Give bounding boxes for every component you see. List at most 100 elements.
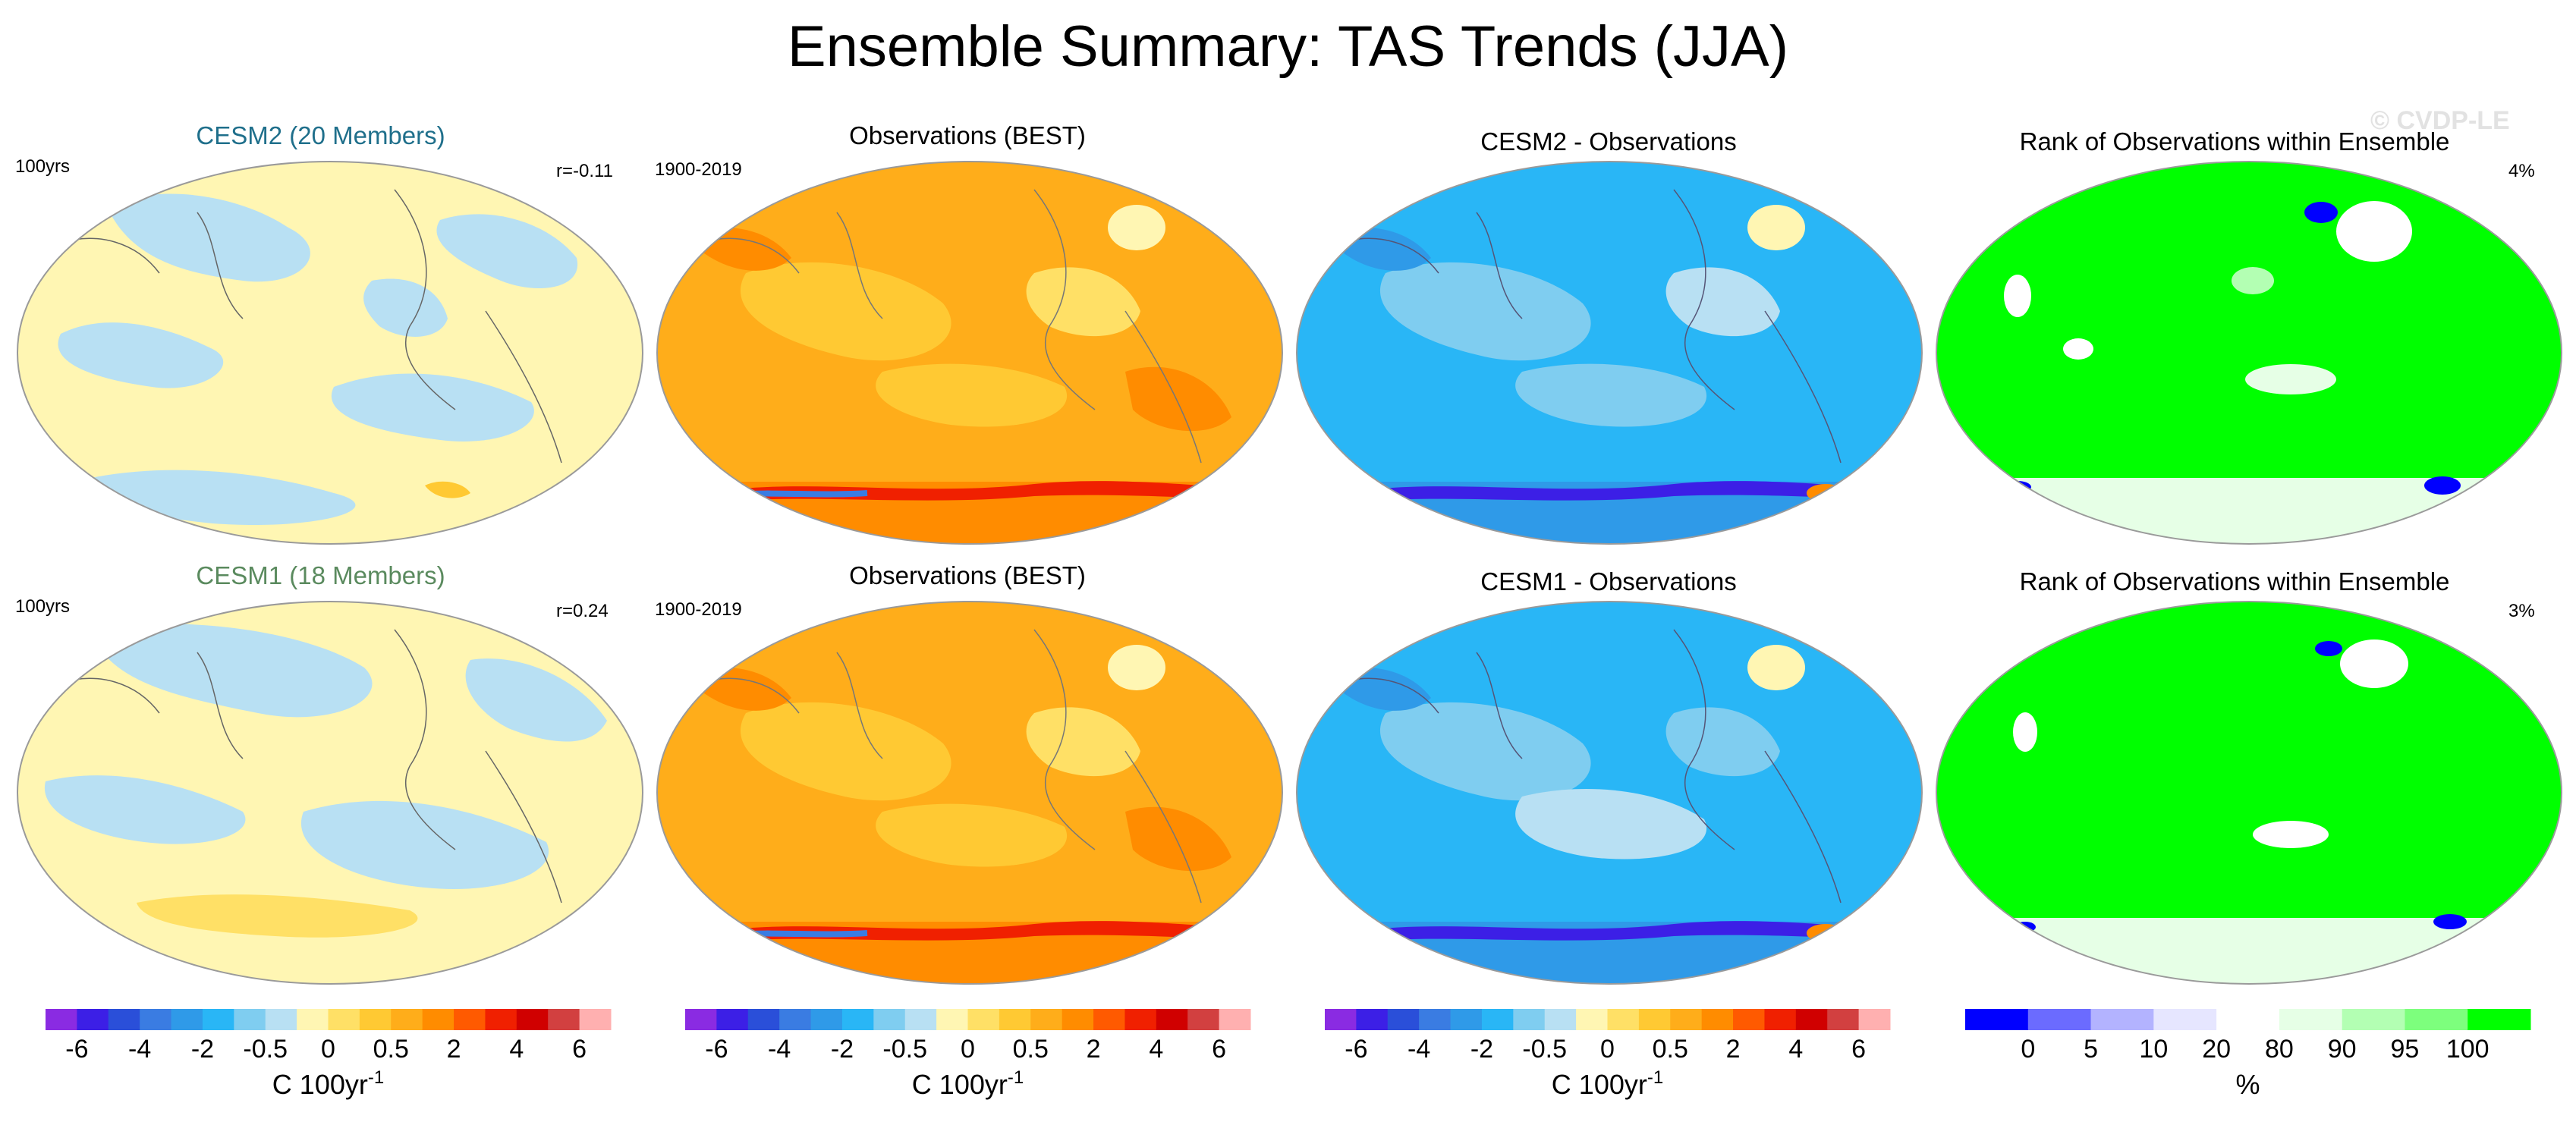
cesm1-period-label: 100yrs xyxy=(15,596,71,617)
colorbar-swatch xyxy=(1187,1009,1220,1030)
field-patch xyxy=(44,775,246,844)
colorbar-swatch xyxy=(328,1009,360,1030)
cesm1-model-title: CESM1 (18 Members) xyxy=(196,561,445,589)
colorbar-tick-label: 95 xyxy=(2391,1035,2420,1064)
field-patch xyxy=(1355,921,1871,942)
obs-trend-map-row2 xyxy=(656,601,1283,985)
colorbar-swatch xyxy=(841,1009,874,1030)
field-patch xyxy=(2232,267,2274,294)
colorbar-swatch xyxy=(46,1009,77,1030)
field-patch xyxy=(58,322,224,388)
field-patch xyxy=(1125,366,1231,432)
colorbar-swatch xyxy=(454,1009,486,1030)
map-border xyxy=(17,161,643,545)
cesm2-correlation-label: r=-0.11 xyxy=(556,161,613,181)
colorbar-swatch xyxy=(1576,1009,1608,1030)
colorbar-swatch xyxy=(359,1009,392,1030)
colorbar-swatch xyxy=(1638,1009,1671,1030)
colorbar-swatch xyxy=(1219,1009,1251,1030)
colorbar-swatch xyxy=(1093,1009,1125,1030)
field-patch xyxy=(436,214,578,288)
cesm2-minus-obs-map xyxy=(1296,161,1923,545)
trend-colorbar-3: -6 -4 -2 -0.5 0 0.5 2 4 6 C 100yr-1 xyxy=(1325,1009,1891,1100)
colorbar-tick-label: 90 xyxy=(2328,1035,2357,1064)
colorbar-swatch xyxy=(1450,1009,1483,1030)
colorbar-swatch xyxy=(1965,1009,2029,1030)
colorbar-tick-label: 2 xyxy=(447,1035,461,1064)
colorbar-swatch xyxy=(2342,1009,2405,1030)
colorbar-swatch xyxy=(685,1009,717,1030)
colorbar-swatch xyxy=(579,1009,612,1030)
colorbar-swatch xyxy=(1062,1009,1094,1030)
colorbar-swatch xyxy=(516,1009,549,1030)
colorbar-swatch xyxy=(779,1009,812,1030)
colorbar-tick-label: -0.5 xyxy=(882,1035,927,1064)
colorbar-swatch xyxy=(2405,1009,2468,1030)
obs-period-row2: 1900-2019 xyxy=(655,599,742,620)
main-title: Ensemble Summary: TAS Trends (JJA) xyxy=(787,14,1789,79)
trend-colorbar-1: -6 -4 -2 -0.5 0 0.5 2 4 6 C 100yr-1 xyxy=(46,1009,612,1100)
colorbar-tick-label: 6 xyxy=(572,1035,587,1064)
colorbar-swatch xyxy=(1387,1009,1420,1030)
colorbar-swatch xyxy=(1356,1009,1389,1030)
rank-pct-row1: 4% xyxy=(2508,161,2535,181)
colorbar-swatch xyxy=(1325,1009,1357,1030)
colorbar-tick-label: 20 xyxy=(2202,1035,2231,1064)
rank-title-row2: Rank of Observations within Ensemble xyxy=(2019,567,2450,595)
colorbar-swatch xyxy=(810,1009,843,1030)
field-patch xyxy=(2304,202,2338,223)
map-border xyxy=(656,161,1283,545)
colorbar-swatch xyxy=(265,1009,297,1030)
colorbar-swatch xyxy=(1607,1009,1640,1030)
colorbar-tick-label: -2 xyxy=(831,1035,854,1064)
map-border xyxy=(1936,161,2562,545)
colorbar-swatch xyxy=(391,1009,423,1030)
field-patch xyxy=(2245,364,2336,394)
trend-colorbar-2: -6 -4 -2 -0.5 0 0.5 2 4 6 C 100yr-1 xyxy=(685,1009,1251,1100)
colorbar-tick-label: -0.5 xyxy=(1522,1035,1567,1064)
field-patch xyxy=(331,373,534,442)
field-patch xyxy=(2315,641,2342,656)
colorbar-swatch xyxy=(1124,1009,1157,1030)
field-patch xyxy=(1355,481,1871,502)
field-patch xyxy=(465,658,607,742)
colorbar-swatch xyxy=(1858,1009,1891,1030)
field-patch xyxy=(876,363,1068,427)
colorbar-tick-label: -4 xyxy=(128,1035,151,1064)
field-patch xyxy=(1665,267,1780,337)
field-patch xyxy=(106,193,310,282)
colorbar-tick-label: 4 xyxy=(1149,1035,1163,1064)
field-patch xyxy=(2253,821,2329,848)
colorbar-tick-label: 5 xyxy=(2084,1035,2098,1064)
colorbar-swatch xyxy=(1513,1009,1546,1030)
colorbar-tick-label: 0 xyxy=(1600,1035,1615,1064)
colorbar-tick-label: 0 xyxy=(321,1035,335,1064)
colorbar-tick-label: 6 xyxy=(1851,1035,1866,1064)
coastline xyxy=(700,629,1202,903)
rank-map-row2 xyxy=(1936,601,2562,985)
colorbar-swatch xyxy=(1795,1009,1828,1030)
colorbar-swatch xyxy=(485,1009,517,1030)
coastline xyxy=(60,629,562,903)
colorbar-swatch xyxy=(2153,1009,2217,1030)
colorbar-unit-label: C 100yr-1 xyxy=(1552,1067,1663,1100)
map-border xyxy=(17,601,643,985)
map-border xyxy=(656,601,1283,985)
field-patch xyxy=(2424,476,2461,495)
field-patch xyxy=(1747,205,1805,250)
obs-trend-map-row1 xyxy=(656,161,1283,545)
colorbar-swatch xyxy=(2467,1009,2531,1030)
field-patch xyxy=(2336,201,2412,262)
field-patch xyxy=(2004,275,2031,317)
cesm1-diff-title: CESM1 - Observations xyxy=(1480,567,1737,595)
field-patch xyxy=(1108,205,1165,250)
colorbar-tick-label: 0 xyxy=(961,1035,975,1064)
colorbar-tick-label: -2 xyxy=(1470,1035,1493,1064)
field-patch xyxy=(740,702,951,801)
obs-title-row2: Observations (BEST) xyxy=(849,561,1086,589)
colorbar-swatch xyxy=(140,1009,172,1030)
field-patch xyxy=(1125,806,1231,872)
field-patch xyxy=(730,490,868,498)
colorbar-tick-label: 0.5 xyxy=(1653,1035,1688,1064)
colorbar-unit-label: % xyxy=(2235,1069,2260,1100)
